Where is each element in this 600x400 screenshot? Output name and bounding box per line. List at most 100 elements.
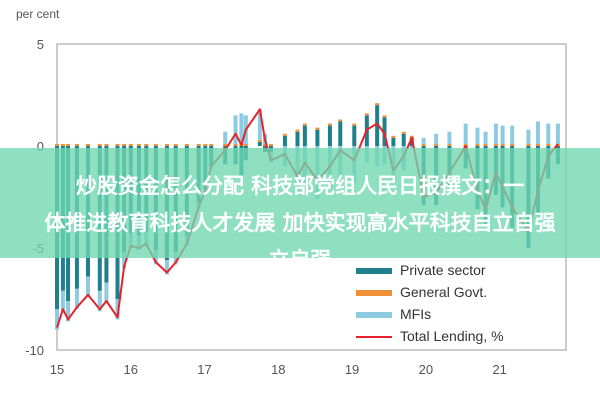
bar-general-govt- [364, 113, 369, 116]
bar-general-govt- [263, 143, 268, 146]
bar-general-govt- [483, 143, 488, 146]
legend-swatch-mfis [356, 312, 392, 318]
bar-general-govt- [97, 143, 102, 146]
legend-label: General Govt. [400, 284, 488, 300]
x-tick-label: 17 [197, 362, 211, 377]
headline-overlay-banner[interactable]: 炒股资金怎么分配 科技部党组人民日报撰文：一 体推进教育科技人才发展 加快实现高… [0, 148, 600, 258]
legend-item-private-sector: Private sector [356, 261, 556, 281]
bar-general-govt- [510, 143, 515, 146]
bar-general-govt- [128, 143, 133, 146]
bar-mfis [475, 127, 480, 144]
legend-item-general-govt: General Govt. [356, 283, 556, 303]
bar-mfis [66, 301, 71, 322]
x-tick-label: 21 [492, 362, 506, 377]
bar-general-govt- [153, 143, 158, 146]
bar-private-sector [382, 117, 387, 146]
bar-general-govt- [223, 143, 228, 146]
bar-mfis [483, 131, 488, 144]
bar-mfis [535, 121, 540, 144]
x-tick-label: 18 [271, 362, 285, 377]
x-tick-label: 19 [345, 362, 359, 377]
bar-mfis [555, 123, 560, 144]
bar-general-govt- [475, 143, 480, 146]
bar-general-govt- [391, 135, 396, 138]
bar-general-govt- [382, 115, 387, 118]
bar-mfis [74, 288, 79, 310]
x-tick-label: 20 [419, 362, 433, 377]
bar-mfis [526, 129, 531, 144]
legend-swatch-total-lending [356, 336, 392, 338]
bar-private-sector [302, 125, 307, 146]
bar-mfis [164, 260, 169, 275]
bar-general-govt- [409, 135, 414, 138]
bar-general-govt- [526, 143, 531, 146]
bar-mfis [239, 113, 244, 144]
bar-general-govt- [209, 143, 214, 146]
bar-general-govt- [434, 143, 439, 146]
bar-general-govt- [546, 143, 551, 146]
bar-mfis [257, 109, 262, 140]
bar-private-sector [391, 137, 396, 146]
bar-private-sector [352, 125, 357, 146]
bar-mfis [173, 252, 178, 265]
bar-general-govt- [243, 143, 248, 146]
x-tick-label: 16 [124, 362, 138, 377]
legend-swatch-private-sector [356, 268, 392, 274]
bar-mfis [55, 309, 59, 330]
bar-general-govt- [493, 143, 498, 146]
bar-private-sector [375, 105, 380, 146]
y-tick-label: 0 [37, 139, 44, 154]
headline-line-2: 体推进教育科技人才发展 加快实现高水平科技自立自强 [44, 211, 556, 235]
bar-private-sector [338, 121, 343, 146]
bar-mfis [510, 125, 515, 144]
bar-mfis [447, 131, 452, 144]
bar-mfis [421, 137, 426, 144]
bar-general-govt- [352, 123, 357, 126]
bar-general-govt- [421, 143, 426, 146]
y-axis-unit-label: per cent [16, 7, 60, 21]
bar-private-sector [295, 131, 300, 146]
bar-general-govt- [535, 143, 540, 146]
bar-general-govt- [203, 143, 208, 146]
x-tick-label: 15 [50, 362, 64, 377]
bar-mfis [85, 276, 90, 297]
bar-private-sector [401, 133, 406, 146]
legend-label: Private sector [400, 262, 486, 278]
legend-item-total-lending: Total Lending, % [356, 327, 556, 347]
bar-general-govt- [66, 143, 71, 146]
legend-swatch-general-govt [356, 290, 392, 296]
bar-general-govt- [447, 143, 452, 146]
bar-general-govt- [122, 143, 127, 146]
y-tick-label: 5 [37, 37, 44, 52]
bar-mfis [546, 123, 551, 144]
legend-label: Total Lending, % [400, 328, 504, 344]
bar-general-govt- [85, 143, 90, 146]
bar-general-govt- [257, 139, 262, 142]
bar-mfis [97, 290, 102, 312]
legend-label: MFIs [400, 306, 432, 322]
bar-general-govt- [327, 123, 332, 126]
bar-general-govt- [401, 131, 406, 134]
bar-mfis [493, 123, 498, 144]
bar-mfis [409, 146, 414, 149]
bar-mfis [500, 125, 505, 144]
bar-mfis [233, 115, 238, 144]
bar-general-govt- [74, 143, 79, 146]
bar-private-sector [327, 125, 332, 146]
bar-general-govt- [60, 143, 65, 146]
bar-general-govt- [233, 143, 238, 146]
bar-general-govt- [104, 143, 109, 146]
bar-mfis [60, 290, 65, 312]
headline-line-1: 炒股资金怎么分配 科技部党组人民日报撰文：一 [75, 174, 525, 198]
bar-general-govt- [55, 143, 59, 146]
bar-mfis [223, 131, 228, 144]
bar-general-govt- [196, 143, 201, 146]
bar-general-govt- [338, 119, 343, 122]
bar-general-govt- [144, 143, 149, 146]
bar-general-govt- [184, 143, 189, 146]
bar-mfis [463, 123, 468, 144]
bar-mfis [434, 133, 439, 144]
headline-line-3: 立自强 [0, 244, 600, 258]
bar-mfis [104, 282, 109, 304]
bar-general-govt- [463, 143, 468, 146]
